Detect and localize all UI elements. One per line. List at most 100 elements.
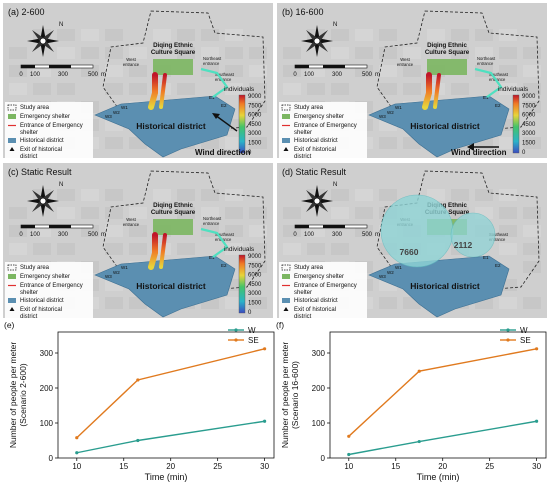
exit-label: E2 bbox=[221, 103, 227, 108]
map-block bbox=[225, 47, 243, 59]
scale-tick-label: 300 bbox=[58, 232, 69, 238]
x-tick-label: 30 bbox=[532, 462, 541, 471]
demand-circle-southeast bbox=[450, 212, 496, 258]
panel-title: (c) Static Result bbox=[8, 167, 72, 177]
map-block bbox=[523, 83, 541, 95]
west-entrance-label: West bbox=[126, 57, 136, 62]
exit-label: W1 bbox=[121, 265, 128, 270]
map-block bbox=[307, 83, 325, 95]
scale-bar-segment bbox=[295, 65, 309, 68]
legend-label: Entrance of Emergency bbox=[20, 283, 83, 289]
map-block bbox=[105, 225, 123, 237]
wind-direction-label: Wind direction bbox=[195, 148, 251, 157]
map-block bbox=[283, 207, 301, 219]
colorbar-tick-label: 6000 bbox=[248, 113, 262, 119]
wind-indicator: Wind direction bbox=[195, 113, 251, 157]
legend-label-W: W bbox=[520, 326, 528, 335]
series-line-SE bbox=[348, 348, 537, 437]
map-block bbox=[105, 137, 123, 149]
colorbar-tick-label: 7500 bbox=[522, 103, 536, 109]
map-block bbox=[355, 207, 373, 219]
map-block bbox=[225, 29, 243, 41]
northeast-entrance-label: entrance bbox=[477, 61, 494, 66]
legend-symbol bbox=[282, 138, 290, 143]
legend-label: Entrance of Emergency bbox=[294, 123, 357, 129]
compass-icon: N bbox=[27, 182, 63, 217]
map-block bbox=[331, 47, 349, 59]
exit-label: W1 bbox=[395, 265, 402, 270]
legend-symbol bbox=[7, 104, 17, 111]
map-block bbox=[129, 65, 147, 77]
compass-label: N bbox=[333, 182, 337, 188]
map-block bbox=[451, 189, 469, 201]
map-block bbox=[249, 225, 267, 237]
map-block bbox=[499, 189, 517, 201]
map-block bbox=[81, 189, 99, 201]
emergency-shelter bbox=[153, 219, 193, 235]
exit-label: E1 bbox=[209, 95, 215, 100]
map-block bbox=[177, 243, 195, 255]
study-area-boundary bbox=[376, 10, 540, 130]
map-block bbox=[57, 207, 75, 219]
map-block bbox=[177, 207, 195, 219]
map-block bbox=[249, 65, 267, 77]
map-block bbox=[57, 189, 75, 201]
colorbar-tick-label: 9000 bbox=[522, 94, 536, 100]
map-legend: Study area Emergency shelter Entrance of E… bbox=[279, 102, 367, 160]
map-block bbox=[249, 297, 267, 309]
southeast-entrance-label: Southeast bbox=[489, 72, 509, 77]
series-line-W bbox=[348, 420, 537, 456]
scale-bar-segment bbox=[49, 225, 71, 228]
legend-label: shelter bbox=[20, 290, 38, 296]
map-block bbox=[523, 137, 541, 149]
legend-marker-W bbox=[506, 328, 510, 332]
exit-label: E1 bbox=[483, 255, 489, 260]
map-block bbox=[201, 29, 219, 41]
plot-frame bbox=[57, 331, 275, 459]
colorbar-tick-label: 6000 bbox=[522, 113, 536, 119]
exit-label: W1 bbox=[395, 105, 402, 110]
district-label: Historical district bbox=[410, 281, 480, 291]
data-point-SE bbox=[347, 434, 351, 438]
data-point-W bbox=[417, 439, 421, 444]
map-block bbox=[403, 83, 421, 95]
evacuation-path-west bbox=[433, 73, 441, 109]
exit-label: E1 bbox=[209, 255, 215, 260]
y-axis-label-scenario: (Scenario 16-600) bbox=[290, 361, 300, 429]
map-block bbox=[129, 243, 147, 255]
colorbar-tick-label: 4500 bbox=[522, 122, 536, 128]
legend-label: Study area bbox=[294, 265, 324, 271]
y-tick-label: 300 bbox=[312, 349, 326, 358]
legend-symbol bbox=[9, 307, 15, 311]
map-block bbox=[249, 83, 267, 95]
legend-marker-SE bbox=[506, 338, 510, 342]
map-block bbox=[33, 243, 51, 255]
data-point-SE bbox=[535, 347, 539, 351]
map-block bbox=[81, 47, 99, 59]
legend-label: Entrance of Emergency bbox=[20, 123, 83, 129]
data-point-SE bbox=[75, 436, 79, 440]
legend-label: Historical district bbox=[294, 298, 338, 304]
west-entrance-label: entrance bbox=[123, 62, 140, 67]
scale-tick-label: 300 bbox=[58, 72, 69, 78]
map-block bbox=[177, 83, 195, 95]
map-block bbox=[379, 83, 397, 95]
map-block bbox=[403, 47, 421, 59]
map-block bbox=[499, 207, 517, 219]
colorbar-tick-label: 9000 bbox=[248, 94, 262, 100]
map-block bbox=[475, 189, 493, 201]
x-tick-label: 10 bbox=[344, 462, 353, 471]
map-block bbox=[499, 297, 517, 309]
map-block bbox=[451, 47, 469, 59]
circle-value-west: 7660 bbox=[400, 247, 419, 257]
x-axis-label: Time (min) bbox=[417, 472, 460, 482]
x-tick-label: 15 bbox=[391, 462, 400, 471]
scale-tick-label: 0 bbox=[293, 232, 297, 238]
legend-symbol bbox=[281, 264, 291, 271]
scale-unit: m bbox=[101, 72, 106, 78]
northeast-entrance-label: Northeast bbox=[203, 56, 222, 61]
compass-label: N bbox=[59, 182, 63, 188]
map-legend: Study area Emergency shelter Entrance of E… bbox=[279, 262, 367, 320]
west-entrance-label: West bbox=[126, 217, 136, 222]
